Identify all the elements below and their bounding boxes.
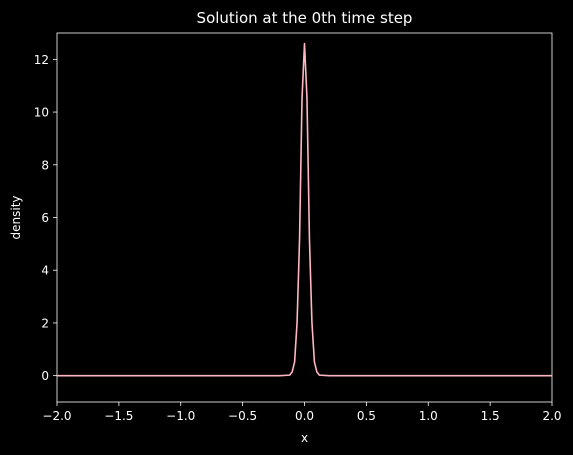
x-tick-label: −1.0 [166, 409, 195, 423]
y-tick-label: 2 [41, 316, 49, 330]
y-tick-label: 8 [41, 158, 49, 172]
x-tick-label: 1.5 [481, 409, 500, 423]
x-axis-ticks: −2.0 −1.5 −1.0 −0.5 0.0 0.5 1.0 1.5 2.0 [42, 402, 562, 423]
y-tick-label: 6 [41, 211, 49, 225]
y-tick-label: 10 [34, 106, 49, 120]
y-axis-label: density [9, 196, 23, 240]
y-tick-label: 12 [34, 53, 49, 67]
x-tick-label: 0.5 [357, 409, 376, 423]
series-line [57, 42, 552, 377]
x-tick-label: −1.5 [104, 409, 133, 423]
y-tick-label: 0 [41, 369, 49, 383]
y-tick-label: 4 [41, 264, 49, 278]
x-tick-label: −0.5 [228, 409, 257, 423]
x-tick-label: 0.0 [295, 409, 314, 423]
x-tick-label: 1.0 [419, 409, 438, 423]
x-tick-label: −2.0 [42, 409, 71, 423]
x-axis-label: x [301, 431, 308, 445]
chart-title: Solution at the 0th time step [197, 9, 413, 27]
x-tick-label: 2.0 [542, 409, 561, 423]
plot-area [56, 32, 553, 403]
y-axis-ticks: 0 2 4 6 8 10 12 [34, 53, 57, 383]
